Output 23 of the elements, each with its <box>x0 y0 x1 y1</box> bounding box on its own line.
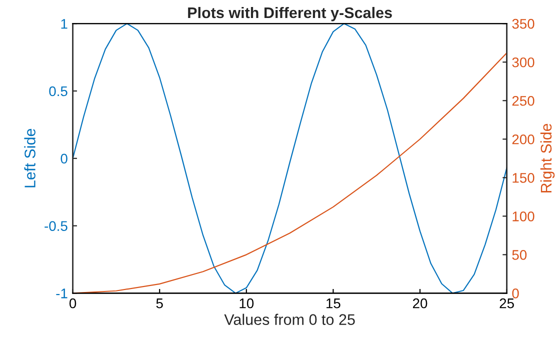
y-tick-label: 0 <box>60 154 68 164</box>
y2-tick-label: 150 <box>512 172 534 183</box>
y2-tick-label: 350 <box>512 18 534 29</box>
x-tick-label: 0 <box>69 298 76 308</box>
x-tick-label: 25 <box>500 298 514 308</box>
y-tick-label: -0.5 <box>44 221 68 231</box>
y2-axis-title: Right Side <box>540 124 555 192</box>
y2-tick-label: 0 <box>512 288 519 298</box>
x-tick-label: 20 <box>412 298 428 308</box>
y-tick-label: 1 <box>61 19 68 29</box>
y2-tick-label: 100 <box>512 211 534 222</box>
x-tick-label: 5 <box>156 298 163 308</box>
x-axis-title: Values from 0 to 25 <box>224 314 355 325</box>
y2-tick-label: 50 <box>512 250 527 260</box>
y-tick-label: -1 <box>56 288 68 298</box>
y2-tick-label: 200 <box>512 134 534 144</box>
y-axis-title: Left Side <box>24 128 36 188</box>
y-tick-label: 0.5 <box>49 86 68 96</box>
y2-tick-label: 300 <box>512 57 534 68</box>
y2-tick-label: 250 <box>512 96 534 106</box>
chart-title: Plots with Different y-Scales <box>188 6 392 22</box>
x-tick-label: 10 <box>240 298 254 308</box>
x-tick-label: 15 <box>326 298 340 308</box>
